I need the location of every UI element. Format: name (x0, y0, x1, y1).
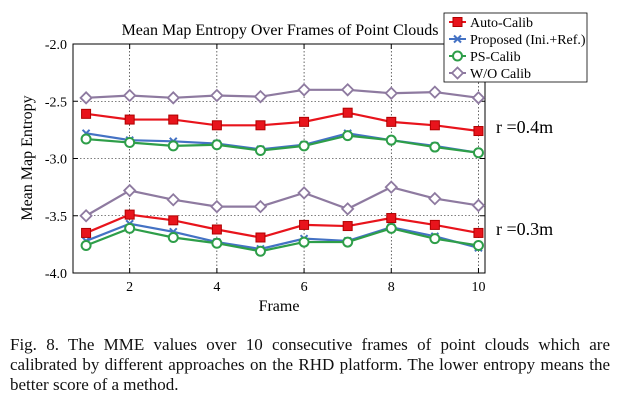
legend-marker-square (452, 17, 463, 27)
y-axis-label: Mean Map Entropy (19, 95, 36, 220)
data-point-circle (342, 130, 354, 142)
data-point-square (429, 219, 440, 230)
data-point-circle (472, 240, 484, 252)
data-point-diamond (166, 91, 181, 105)
data-point-diamond (79, 91, 93, 105)
data-point-square (168, 114, 179, 125)
data-point-diamond (253, 199, 268, 214)
data-point-circle (429, 141, 441, 153)
data-point-diamond (297, 83, 311, 97)
data-point-square (429, 120, 440, 131)
data-point-circle (167, 232, 179, 244)
chart-title: Mean Map Entropy Over Frames of Point Cl… (122, 22, 439, 39)
y-tick-label: -4.0 (45, 267, 67, 282)
data-point-circle (80, 133, 92, 145)
axis-ticks: -2.0 -2.5 -3.0 -3.5 -4.0 2 4 6 8 10 (45, 38, 486, 295)
data-point-square (255, 232, 266, 243)
series-line-w-o-calib-r-0-3m (85, 185, 479, 217)
x-axis-label: Frame (259, 298, 300, 315)
grid-lines (73, 44, 485, 273)
data-point-square (211, 120, 222, 131)
data-point-circle (429, 233, 441, 245)
data-point-circle (298, 140, 310, 152)
data-point-diamond (297, 186, 311, 200)
annotation-r-0-3m: r =0.3m (496, 219, 553, 239)
data-point-diamond (253, 89, 268, 104)
series-line-ps-calib-r-0-4m (85, 134, 479, 154)
data-point-square (299, 219, 310, 230)
legend-label-proposed: Proposed (Ini.+Ref.) (470, 33, 586, 48)
data-point-diamond (471, 198, 486, 213)
mme-line-chart: -2.0 -2.5 -3.0 -3.5 -4.0 2 4 6 8 10 Mean Map Entr… (19, 12, 588, 315)
y-tick-label: -3.0 (45, 153, 67, 168)
data-point-square (342, 221, 353, 232)
series-line-ps-calib-r-0-3m (85, 227, 479, 253)
figure-caption: Fig. 8. The MME values over 10 consecuti… (10, 335, 610, 394)
series-markers (79, 83, 486, 257)
legend-marker-x (453, 34, 462, 44)
data-point-diamond (166, 192, 181, 207)
legend-symbols (449, 17, 466, 80)
data-point-diamond (122, 88, 137, 103)
data-point-square (124, 114, 135, 125)
data-point-square (342, 107, 353, 118)
y-tick-label: -2.0 (45, 38, 67, 53)
series-line-proposed-ini-ref--r-0-3m (85, 222, 479, 251)
data-point-circle (472, 147, 484, 159)
data-point-square (81, 227, 92, 238)
data-point-square (81, 108, 92, 119)
annotation-r-0-4m: r =0.4m (496, 117, 553, 137)
x-tick-label: 2 (126, 280, 133, 295)
data-point-circle (342, 236, 354, 248)
data-point-diamond (210, 199, 224, 214)
legend-label-wo-calib: W/O Calib (470, 67, 531, 82)
data-point-diamond (428, 191, 442, 206)
data-point-diamond (384, 86, 399, 101)
data-point-diamond (79, 208, 93, 223)
data-point-circle (254, 245, 266, 257)
data-point-diamond (210, 88, 224, 103)
data-point-circle (211, 139, 223, 151)
legend-label-ps-calib: PS-Calib (470, 50, 521, 65)
x-tick-label: 4 (213, 280, 220, 295)
data-point-diamond (340, 202, 355, 216)
series-lines (85, 88, 479, 253)
series-line-w-o-calib-r-0-4m (86, 88, 479, 99)
x-tick-label: 8 (388, 280, 395, 295)
data-point-circle (385, 222, 397, 234)
data-point-square (255, 120, 266, 131)
data-point-circle (385, 134, 397, 146)
y-tick-label: -3.5 (45, 210, 67, 225)
series-line-auto-calib-r-0-4m (85, 111, 479, 133)
data-point-square (211, 224, 222, 235)
legend-marker-diamond (450, 66, 465, 80)
series-line-auto-calib-r-0-3m (85, 213, 479, 239)
y-tick-label: -2.5 (45, 95, 67, 110)
data-point-circle (167, 140, 179, 152)
legend-box (443, 12, 588, 83)
data-point-diamond (340, 83, 355, 97)
data-point-square (386, 213, 397, 224)
data-point-circle (124, 222, 136, 234)
data-point-diamond (122, 183, 137, 198)
data-point-circle (211, 237, 223, 249)
data-point-circle (80, 240, 92, 252)
data-point-square (473, 126, 484, 137)
legend-label-auto-calib: Auto-Calib (470, 16, 533, 31)
legend-marker-circle (452, 50, 463, 62)
data-point-circle (254, 144, 266, 156)
data-point-square (386, 116, 397, 127)
data-point-square (473, 227, 484, 238)
data-point-diamond (471, 91, 486, 105)
data-point-square (168, 215, 179, 226)
data-point-diamond (428, 85, 442, 99)
data-point-square (124, 209, 135, 220)
data-point-circle (298, 236, 310, 248)
legend: Auto-Calib Proposed (Ini.+Ref.) PS-Calib… (443, 12, 588, 83)
x-tick-label: 10 (471, 280, 485, 295)
data-point-diamond (384, 180, 399, 194)
x-tick-label: 6 (301, 280, 308, 295)
data-point-circle (124, 136, 136, 148)
data-point-square (299, 116, 310, 127)
